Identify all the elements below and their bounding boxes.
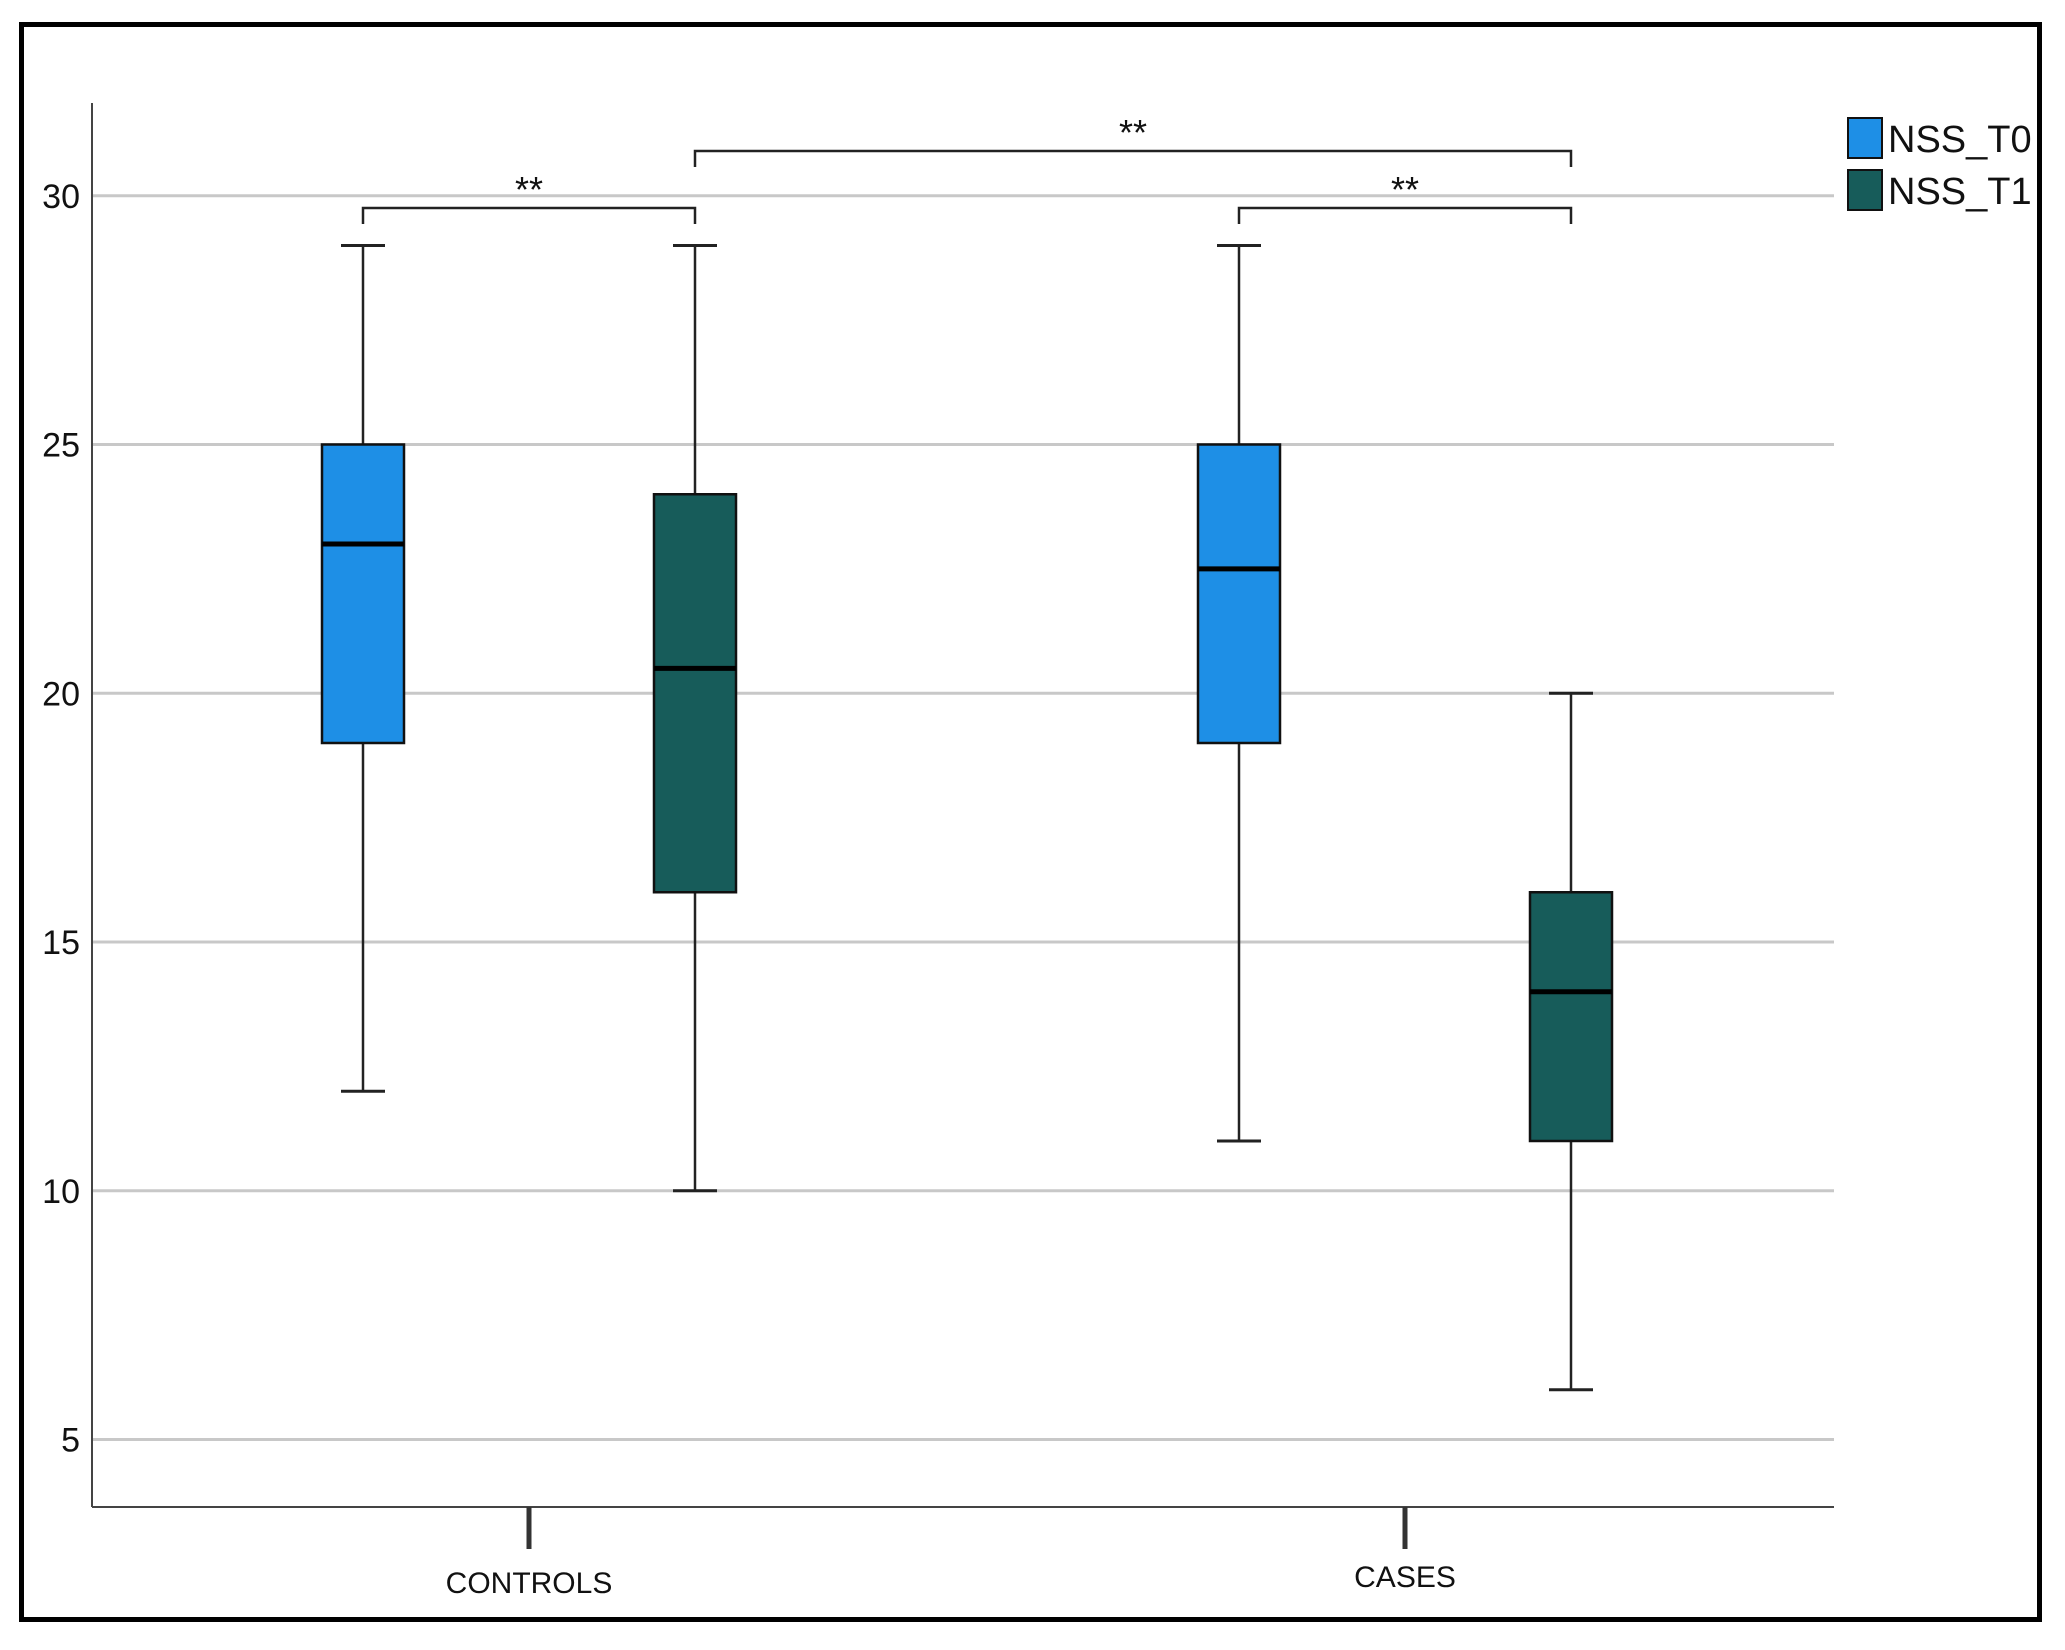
y-tick-label: 15 [42, 924, 80, 962]
boxplot-NSS_T1-CONTROLS [652, 244, 738, 1193]
y-tick-labels: 5 10 15 20 25 30 [42, 178, 80, 1460]
legend-label: NSS_T0 [1888, 119, 2032, 161]
x-category-label: CASES [1354, 1561, 1456, 1594]
iqr-box [1528, 891, 1614, 1143]
legend[interactable]: NSS_T0 NSS_T1 [1847, 117, 2032, 213]
significance-label: ** [1391, 169, 1419, 210]
iqr-box [1196, 443, 1282, 745]
iqr-box [652, 493, 738, 894]
category-axis: CONTROLS CASES [446, 1507, 1456, 1600]
y-tick-label: 30 [42, 178, 80, 216]
legend-swatch [1847, 117, 1883, 159]
y-tick-label: 20 [42, 675, 80, 713]
y-tick-label: 5 [61, 1422, 80, 1460]
significance-label: ** [1119, 112, 1147, 153]
axes [91, 103, 1834, 1508]
boxplot-NSS_T1-CASES [1528, 691, 1614, 1392]
x-category-label: CONTROLS [446, 1567, 613, 1600]
bracket-line [361, 206, 697, 224]
legend-item[interactable]: NSS_T1 [1847, 169, 2032, 213]
legend-label: NSS_T1 [1888, 171, 2032, 213]
boxplot-NSS_T0-CONTROLS [320, 244, 406, 1093]
iqr-box [320, 443, 406, 745]
y-tick-label: 25 [42, 427, 80, 465]
significance-bracket: ** [693, 112, 1573, 167]
bracket-line [1237, 206, 1573, 224]
chart-frame: 5 10 15 20 25 30 CONTROLS CASES ** ** ** NSS_T0 N… [19, 22, 2042, 1622]
significance-bracket: ** [1237, 169, 1573, 224]
box-series [320, 244, 1614, 1392]
legend-swatch [1847, 169, 1883, 211]
significance-brackets: ** ** ** [361, 112, 1573, 224]
significance-bracket: ** [361, 169, 697, 224]
legend-item[interactable]: NSS_T0 [1847, 117, 2032, 161]
boxplot-NSS_T0-CASES [1196, 244, 1282, 1143]
y-tick-label: 10 [42, 1173, 80, 1211]
gridlines [92, 194, 1834, 1441]
significance-label: ** [515, 169, 543, 210]
bracket-line [693, 149, 1573, 167]
